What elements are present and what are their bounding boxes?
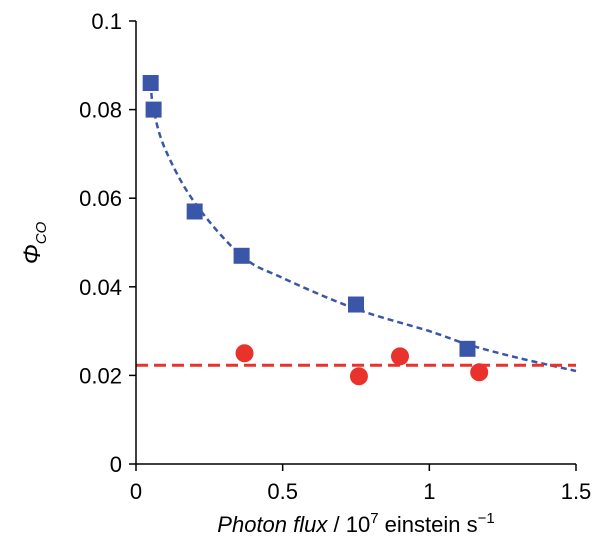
x-ticks: 0 0.5 1 1.5 bbox=[130, 464, 591, 504]
plot-area bbox=[136, 75, 577, 386]
series-0-point-4 bbox=[348, 296, 364, 313]
series-0-point-5 bbox=[459, 340, 476, 357]
y-tick-label: 0.06 bbox=[79, 186, 122, 211]
y-axis-label-subscript: CO bbox=[33, 221, 50, 244]
y-tick-label: 0.02 bbox=[79, 363, 122, 388]
x-tick-label: 0 bbox=[130, 479, 142, 504]
x-axis-label-unit-exponent: −1 bbox=[478, 510, 495, 527]
y-tick-label: 0.04 bbox=[79, 275, 122, 300]
series-0-point-0 bbox=[142, 75, 159, 92]
series-1-point-3 bbox=[470, 363, 489, 382]
y-tick-label: 0.1 bbox=[91, 9, 122, 34]
series-0-point-2 bbox=[186, 203, 203, 220]
y-tick-label: 0.08 bbox=[79, 98, 122, 123]
x-tick-label: 0.5 bbox=[267, 479, 298, 504]
series-1-point-2 bbox=[391, 347, 409, 366]
x-axis-label-italic: Photon flux bbox=[217, 512, 328, 537]
series-1-point-0 bbox=[235, 344, 254, 363]
series-0-fit-curve bbox=[149, 82, 577, 373]
y-axis-label-symbol: Φ bbox=[19, 244, 46, 264]
series-1-point-1 bbox=[349, 367, 368, 386]
y-tick-label: 0 bbox=[110, 452, 122, 477]
x-axis-label-exponent: 7 bbox=[370, 510, 378, 527]
y-ticks: 0 0.02 0.04 0.06 0.08 0.1 bbox=[79, 9, 136, 477]
x-tick-label: 1 bbox=[423, 479, 435, 504]
x-tick-label: 1.5 bbox=[561, 479, 592, 504]
x-axis-label-plain: / 10 bbox=[327, 512, 370, 537]
series-0-point-1 bbox=[145, 101, 162, 118]
x-axis-label-unit: einstein s bbox=[379, 512, 478, 537]
x-axis-label: Photon flux / 107 einstein s−1 bbox=[217, 510, 494, 537]
series-0-point-3 bbox=[233, 247, 250, 264]
y-axis-label: ΦCO bbox=[19, 221, 50, 264]
